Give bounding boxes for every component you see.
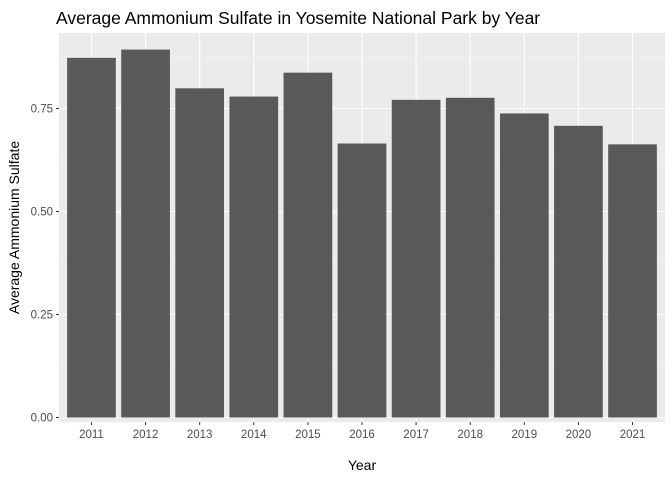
x-tick-label: 2018 [457, 429, 483, 441]
bar-2017 [391, 99, 441, 418]
y-tick-label: 0.25 [31, 310, 53, 322]
y-tick-label: 0.00 [31, 413, 53, 425]
x-tick-label: 2012 [133, 429, 159, 441]
x-tick-label: 2011 [79, 429, 104, 441]
bar-2012 [121, 49, 170, 418]
x-tick-label: 2013 [187, 429, 213, 441]
bar-2021 [608, 144, 657, 418]
bar-2011 [67, 57, 116, 418]
y-tick-label: 0.75 [31, 104, 53, 116]
x-tick-label: 2015 [295, 429, 321, 441]
bars [67, 49, 657, 418]
x-tick-label: 2021 [620, 429, 646, 441]
bar-2015 [283, 72, 333, 418]
x-axis-title: Year [348, 457, 377, 473]
x-tick-label: 2016 [349, 429, 375, 441]
chart-title: Average Ammonium Sulfate in Yosemite Nat… [56, 8, 540, 28]
x-tick-label: 2014 [241, 429, 267, 441]
bar-2018 [445, 97, 495, 418]
x-tick-label: 2020 [566, 429, 592, 441]
bar-2020 [554, 125, 603, 418]
bar-2014 [229, 96, 279, 418]
y-axis-title: Average Ammonium Sulfate [6, 141, 22, 314]
x-tick-label: 2017 [403, 429, 429, 441]
x-tick-label: 2019 [512, 429, 538, 441]
y-axis: 0.00 0.25 0.50 0.75 [31, 104, 59, 425]
bar-2013 [175, 88, 225, 418]
x-axis: 2011 2012 2013 2014 2015 2016 2017 2018 2019 2020… [79, 422, 645, 441]
y-tick-label: 0.50 [31, 207, 53, 219]
bar-2016 [337, 143, 387, 418]
bar-2019 [499, 113, 549, 418]
